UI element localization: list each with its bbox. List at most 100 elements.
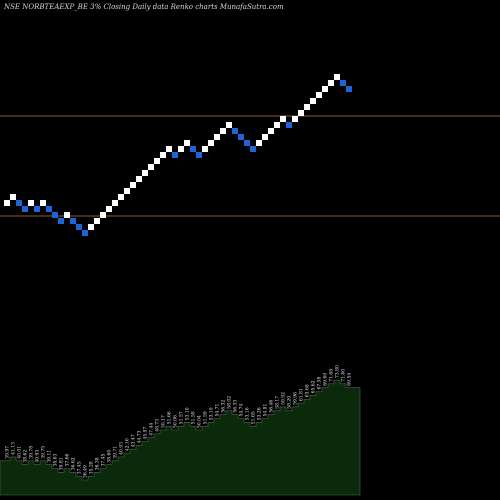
renko-brick-up [40, 200, 46, 206]
volume-value-label: 54.74 [239, 403, 245, 416]
volume-value-label: 35.28 [89, 461, 95, 474]
renko-brick-up [184, 140, 190, 146]
volume-value-label: 51.58 [191, 411, 197, 424]
renko-brick-down [82, 230, 88, 236]
renko-brick-down [46, 206, 52, 212]
volume-labels: 39.97 41.13 40.01 38.62 39.78 40.93 39.75 39.11… [5, 365, 353, 478]
volume-value-label: 54.71 [215, 403, 221, 416]
renko-brick-down [340, 80, 346, 86]
renko-brick-up [256, 140, 262, 146]
renko-brick-down [76, 224, 82, 230]
renko-brick-down [286, 122, 292, 128]
renko-brick-up [118, 194, 124, 200]
renko-brick-up [208, 140, 214, 146]
renko-brick-down [196, 152, 202, 158]
volume-value-label: 36.38 [95, 457, 101, 470]
renko-brick-down [172, 152, 178, 158]
volume-value-label: 61.81 [299, 388, 305, 401]
volume-value-label: 51.66 [167, 411, 173, 424]
renko-brick-up [148, 164, 154, 170]
renko-brick-down [190, 146, 196, 152]
volume-value-label: 38.63 [53, 453, 59, 466]
renko-brick-down [34, 206, 40, 212]
volume-value-label: 58.17 [275, 396, 281, 409]
renko-brick-up [112, 200, 118, 206]
volume-value-label: 38.60 [107, 450, 113, 463]
renko-brick-up [202, 146, 208, 152]
renko-brick-up [4, 200, 10, 206]
volume-value-label: 40.93 [35, 450, 41, 463]
renko-brick-up [10, 194, 16, 200]
volume-value-label: 40.01 [17, 446, 23, 459]
renko-brick-up [268, 128, 274, 134]
renko-brick-up [64, 212, 70, 218]
renko-brick-up [274, 122, 280, 128]
renko-brick-up [262, 134, 268, 140]
volume-value-label: 43.47 [131, 434, 137, 447]
renko-brick-up [328, 80, 334, 86]
volume-value-label: 47.44 [149, 423, 155, 436]
volume-value-label: 73.80 [335, 365, 341, 378]
renko-brick-down [22, 206, 28, 212]
volume-value-label: 67.58 [317, 376, 323, 389]
volume-value-label: 37.45 [101, 453, 107, 466]
renko-brick-up [280, 116, 286, 122]
volume-value-label: 36.49 [83, 465, 89, 478]
volume-value-label: 39.81 [59, 457, 65, 470]
renko-brick-down [238, 134, 244, 140]
renko-brick-down [58, 218, 64, 224]
renko-brick-down [52, 212, 58, 218]
volume-value-label: 38.62 [23, 450, 29, 463]
volume-value-label: 58.02 [227, 396, 233, 409]
volume-value-label: 39.97 [5, 446, 11, 459]
volume-value-label: 53.16 [245, 407, 251, 420]
renko-brick-up [214, 134, 220, 140]
renko-brick-up [226, 122, 232, 128]
volume-value-label: 48.73 [155, 419, 161, 432]
renko-brick-up [106, 206, 112, 212]
volume-value-label: 39.78 [29, 446, 35, 459]
renko-brick-up [28, 200, 34, 206]
renko-brick-up [100, 212, 106, 218]
renko-brick-up [292, 116, 298, 122]
volume-value-label: 50.17 [161, 415, 167, 428]
volume-value-label: 44.73 [137, 430, 143, 443]
volume-value-label: 37.66 [65, 453, 71, 466]
volume-value-label: 63.68 [305, 384, 311, 397]
volume-value-label: 69.54 [347, 373, 353, 386]
volume-value-label: 65.62 [311, 380, 317, 393]
renko-brick-up [304, 104, 310, 110]
renko-brick-down [250, 146, 256, 152]
renko-brick-up [124, 188, 130, 194]
volume-value-label: 45.97 [143, 426, 149, 439]
renko-brick-up [310, 98, 316, 104]
volume-value-label: 50.06 [173, 415, 179, 428]
renko-brick-down [232, 128, 238, 134]
renko-brick-up [88, 224, 94, 230]
renko-brick-up [160, 152, 166, 158]
volume-value-label: 41.13 [11, 442, 17, 455]
volume-value-label: 58.20 [287, 396, 293, 409]
renko-brick-up [334, 74, 340, 80]
renko-brick-up [166, 146, 172, 152]
renko-bricks [4, 74, 352, 236]
volume-value-label: 50.04 [197, 415, 203, 428]
volume-value-label: 39.75 [41, 446, 47, 459]
volume-value-label: 51.59 [203, 411, 209, 424]
renko-brick-up [322, 86, 328, 92]
volume-value-label: 54.81 [263, 403, 269, 416]
renko-brick-up [94, 218, 100, 224]
volume-value-label: 39.11 [47, 450, 53, 463]
volume-area [0, 379, 361, 496]
renko-brick-up [136, 176, 142, 182]
volume-value-label: 69.60 [323, 373, 329, 386]
renko-brick-up [178, 146, 184, 152]
volume-value-label: 36.62 [71, 457, 77, 470]
volume-value-label: 51.57 [179, 411, 185, 424]
volume-value-label: 53.26 [257, 407, 263, 420]
renko-brick-up [298, 110, 304, 116]
volume-value-label: 51.65 [251, 411, 257, 424]
renko-brick-down [244, 140, 250, 146]
